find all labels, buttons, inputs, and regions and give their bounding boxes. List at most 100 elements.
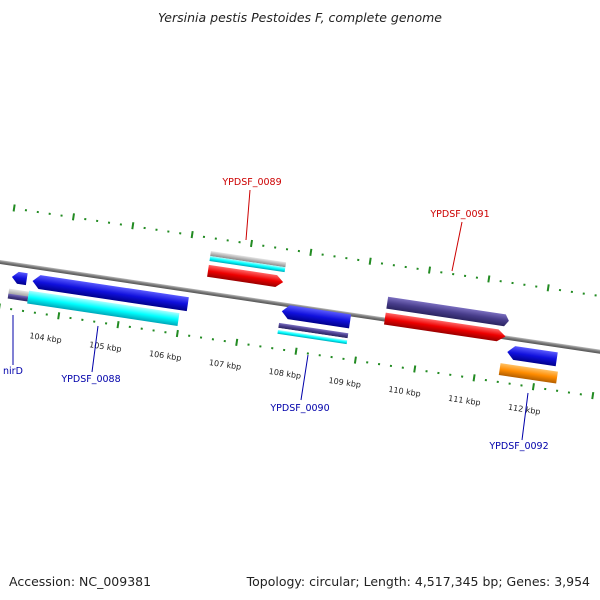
major-tick — [116, 321, 120, 329]
minor-tick — [582, 292, 585, 295]
minor-tick — [511, 281, 514, 285]
minor-tick — [152, 329, 155, 332]
gene-label-YPDSF_0090[interactable]: YPDSF_0090 — [269, 403, 329, 414]
minor-tick — [437, 371, 440, 375]
minor-tick — [69, 316, 72, 320]
minor-tick — [567, 391, 571, 394]
gene-nirD-features[interactable] — [7, 271, 32, 302]
feature-grey-bar — [210, 251, 287, 268]
gene-label-YPDSF_0088[interactable]: YPDSF_0088 — [60, 374, 120, 385]
gene-YPDSF_0090-features[interactable] — [277, 304, 352, 345]
map-title: Yersinia pestis Pestoides F, complete ge… — [158, 10, 442, 25]
minor-tick — [377, 363, 381, 366]
kbp-tick-label: 110 kbp — [388, 385, 422, 399]
leader-YPDSF_0089 — [245, 189, 251, 241]
gene-arrow-blue[interactable] — [281, 304, 352, 329]
gene-YPDSF_0089-features[interactable] — [207, 251, 287, 288]
minor-tick — [48, 212, 51, 215]
gene-arrow-red[interactable] — [207, 264, 284, 288]
minor-tick — [520, 384, 523, 387]
minor-tick — [357, 258, 360, 262]
gene-label-nirD[interactable]: nirD — [3, 366, 23, 377]
major-tick — [472, 374, 476, 382]
feature-navy-bar — [278, 322, 349, 339]
major-tick — [0, 303, 1, 311]
minor-tick — [333, 255, 336, 258]
feature-orange-bar — [498, 363, 558, 384]
gene-YPDSF_0091-features[interactable] — [383, 296, 510, 343]
minor-tick — [306, 352, 309, 355]
minor-tick — [440, 271, 443, 274]
minor-tick — [366, 361, 369, 364]
gene-YPDSF_0092-features[interactable] — [498, 344, 561, 384]
minor-tick — [558, 288, 562, 292]
feature-cyan-bar — [277, 329, 348, 345]
gene-label-YPDSF_0089[interactable]: YPDSF_0089 — [221, 177, 281, 188]
leader-YPDSF_0092 — [521, 392, 529, 441]
minor-tick — [60, 214, 63, 217]
gene-label-YPDSF_0091[interactable]: YPDSF_0091 — [429, 209, 489, 220]
major-tick — [71, 213, 75, 221]
major-tick — [131, 222, 135, 230]
minor-tick — [570, 290, 574, 293]
major-tick — [12, 204, 16, 212]
gene-arrow-navy[interactable] — [386, 296, 509, 327]
major-tick — [57, 312, 61, 320]
gene-arrow-blue[interactable] — [32, 274, 189, 312]
minor-tick — [342, 357, 345, 360]
major-tick — [175, 329, 179, 338]
minor-tick — [389, 364, 393, 368]
minor-tick — [179, 232, 182, 235]
minor-tick — [155, 228, 158, 231]
gene-YPDSF_0088-features[interactable] — [27, 274, 189, 327]
kbp-tick-label: 106 kbp — [148, 349, 182, 363]
minor-tick — [21, 309, 25, 313]
minor-tick — [140, 327, 143, 330]
minor-tick — [45, 313, 48, 316]
minor-tick — [247, 343, 250, 346]
minor-tick — [259, 345, 262, 348]
minor-tick — [93, 320, 96, 323]
minor-tick — [449, 373, 452, 376]
reverse-strand-ruler — [0, 303, 595, 400]
gene-arrow-red[interactable] — [383, 312, 506, 343]
kbp-tick-label: 105 kbp — [89, 340, 123, 354]
leader-YPDSF_0091 — [451, 221, 463, 272]
minor-tick — [330, 355, 333, 359]
major-tick — [546, 284, 550, 292]
gene-label-YPDSF_0092[interactable]: YPDSF_0092 — [488, 441, 548, 452]
kbp-tick-label: 109 kbp — [328, 376, 362, 390]
minor-tick — [84, 217, 87, 221]
minor-tick — [274, 246, 277, 249]
minor-tick — [345, 257, 348, 260]
gene-arrow-blue-nirD[interactable] — [11, 271, 28, 286]
minor-tick — [297, 249, 301, 253]
accession-text: Accession: NC_009381 — [9, 574, 152, 589]
major-tick — [428, 266, 432, 274]
major-tick — [294, 347, 298, 355]
minor-tick — [128, 325, 131, 329]
feature-cyan-bar — [209, 256, 286, 273]
major-tick — [190, 230, 194, 239]
minor-tick — [463, 274, 467, 278]
minor-tick — [484, 378, 488, 382]
genome-info-text: Topology: circular; Length: 4,517,345 bp… — [246, 574, 590, 589]
minor-tick — [579, 393, 582, 396]
minor-tick — [199, 336, 203, 339]
forward-strand-ruler — [12, 204, 597, 297]
minor-tick — [461, 375, 464, 378]
gene-arrow-blue[interactable] — [506, 345, 558, 367]
minor-tick — [496, 380, 499, 384]
major-tick — [368, 257, 372, 265]
kbp-tick-label: 107 kbp — [208, 358, 242, 372]
leader-YPDSF_0090 — [300, 354, 309, 401]
major-tick — [235, 338, 239, 346]
minor-tick — [271, 347, 274, 350]
kbp-tick-label: 112 kbp — [507, 403, 541, 417]
minor-tick — [401, 366, 404, 369]
kbp-tick-label: 111 kbp — [448, 394, 482, 408]
minor-tick — [318, 354, 321, 357]
feature-gap — [278, 327, 348, 341]
